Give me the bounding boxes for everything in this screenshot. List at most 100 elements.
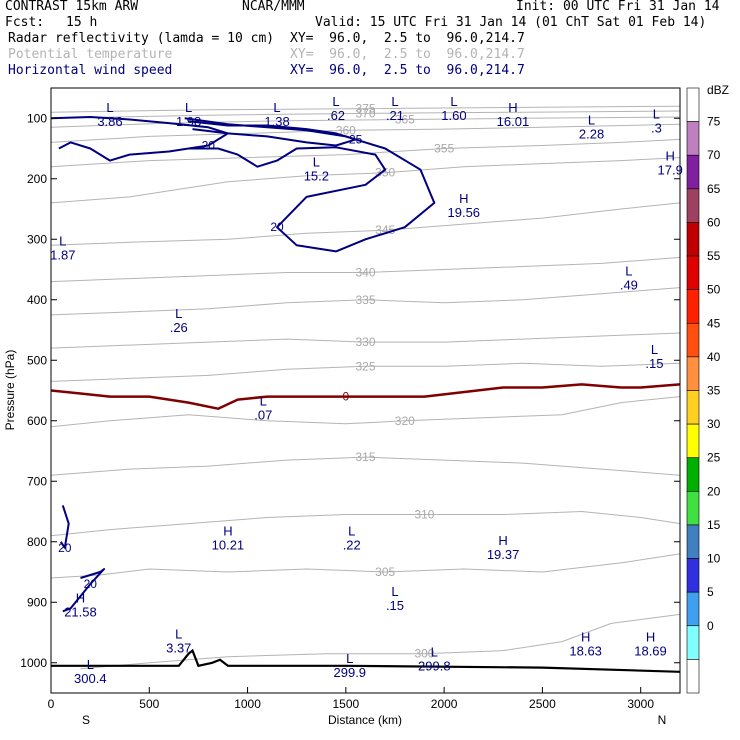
hl-value-11: 19.56 <box>448 205 481 220</box>
theta-contour-line-10 <box>51 157 680 204</box>
hl-symbol-6: H <box>508 100 517 115</box>
theta-contour-label-0: 300 <box>414 647 434 661</box>
y-tick-label-7: 800 <box>27 535 47 549</box>
colorbar-swatch-0 <box>686 87 700 122</box>
colorbar-swatch-11 <box>686 457 700 492</box>
x-tick-label-5: 2500 <box>529 697 556 711</box>
wind-contour-line-4 <box>62 568 106 613</box>
colorbar-swatch-6 <box>686 289 700 324</box>
hl-symbol-17: H <box>223 524 232 539</box>
center-title: NCAR/MMM <box>242 0 305 14</box>
hl-value-26: 299.9 <box>334 665 367 680</box>
hl-symbol-19: H <box>498 533 507 548</box>
colorbar-level-9: 30 <box>707 417 721 431</box>
theta-contour-label-6: 330 <box>355 335 375 349</box>
reflectivity-contour-label-0: 0 <box>343 390 350 404</box>
field-wind-xy: XY= 96.0, 2.5 to 96.0,214.7 <box>290 63 525 78</box>
hl-symbol-10: L <box>313 155 320 170</box>
wind-contour-line-3 <box>59 505 70 549</box>
colorbar-swatch-9 <box>686 390 700 425</box>
colorbar-swatch-5 <box>686 255 700 290</box>
theta-contour-line-14 <box>51 110 680 119</box>
theta-contour-label-10: 350 <box>375 166 395 180</box>
init-time: Init: 00 UTC Fri 31 Jan 14 <box>516 0 720 14</box>
theta-contour-label-13: 365 <box>395 112 415 126</box>
theta-contour-label-8: 340 <box>355 266 375 280</box>
x-tick-label-4: 2000 <box>431 697 458 711</box>
colorbar-swatch-4 <box>686 222 700 257</box>
theta-contour-line-0 <box>80 613 680 670</box>
colorbar-unit: dBZ <box>707 83 729 97</box>
colorbar-level-5: 50 <box>707 283 721 297</box>
hl-value-27: 299.8 <box>418 659 451 674</box>
hl-value-25: 300.4 <box>74 671 107 686</box>
theta-contour-line-1 <box>51 553 680 579</box>
hl-symbol-5: L <box>450 94 457 109</box>
hl-value-16: .07 <box>254 408 272 423</box>
hl-symbol-4: L <box>391 94 398 109</box>
hl-symbol-13: L <box>625 264 632 279</box>
fcst-value: 15 h <box>66 15 98 30</box>
y-tick-label-3: 400 <box>27 293 47 307</box>
hl-value-5: 1.60 <box>441 108 466 123</box>
colorbar-level-2: 65 <box>707 182 721 196</box>
hl-value-23: 18.63 <box>569 644 602 659</box>
terrain-path <box>51 648 680 673</box>
y-tick-label-6: 700 <box>27 474 47 488</box>
theta-contours: 300 305 310 315 320 325 330 335 340 345 350 355 360 3… <box>51 102 680 670</box>
hl-value-0: 3.86 <box>97 114 122 129</box>
reflectivity-contours: 0 <box>51 383 680 410</box>
field-theta-xy: XY= 96.0, 2.5 to 96.0,214.7 <box>290 47 525 62</box>
hl-value-15: .15 <box>645 356 663 371</box>
hl-symbol-14: L <box>175 306 182 321</box>
hl-value-3: .62 <box>327 108 345 123</box>
hl-symbol-1: L <box>185 100 192 115</box>
theta-contour-label-3: 315 <box>355 450 375 464</box>
theta-contour-line-12 <box>51 123 680 143</box>
theta-contour-line-11 <box>51 138 680 168</box>
hl-value-20: 21.58 <box>64 604 97 619</box>
y-axis-label: Pressure (hPa) <box>3 350 17 431</box>
hl-symbol-20: H <box>76 590 85 605</box>
hl-value-1: 1.98 <box>176 114 201 129</box>
colorbar-level-7: 40 <box>707 350 721 364</box>
hl-symbol-12: L <box>59 233 66 248</box>
hl-symbol-21: L <box>391 584 398 599</box>
theta-contour-line-8 <box>51 256 680 283</box>
theta-contour-line-9 <box>51 202 680 246</box>
hl-symbol-18: L <box>348 524 355 539</box>
hl-value-17: 10.21 <box>212 538 245 553</box>
hl-symbol-7: L <box>588 112 595 127</box>
theta-contour-label-9: 345 <box>375 223 395 237</box>
theta-contour-label-2: 310 <box>414 508 434 522</box>
wind-speed-contours: 20 20 25 20 20 <box>51 116 436 613</box>
theta-contour-label-12: 360 <box>336 123 356 137</box>
hl-value-19: 19.37 <box>487 547 520 562</box>
x-end-north: N <box>658 713 667 727</box>
field-reflectivity-name: Radar reflectivity (lamda = 10 cm) <box>8 31 275 46</box>
hl-value-9: 17.9 <box>658 163 683 178</box>
wind-contour-line-2 <box>188 120 357 147</box>
colorbar-swatch-13 <box>686 524 700 559</box>
reflectivity-contour-line-0 <box>51 383 680 410</box>
x-tick-label-6: 3000 <box>627 697 654 711</box>
hl-symbol-27: L <box>431 645 438 660</box>
colorbar-level-1: 70 <box>707 148 721 162</box>
colorbar-level-15: 0 <box>707 619 714 633</box>
colorbar-level-4: 55 <box>707 249 721 263</box>
y-tick-label-4: 500 <box>27 353 47 367</box>
hl-symbol-25: L <box>87 657 94 672</box>
field-theta-name: Potential temperature <box>8 47 173 62</box>
hl-symbol-8: L <box>653 106 660 121</box>
theta-contour-label-15: 375 <box>355 102 375 116</box>
hl-symbol-22: L <box>175 627 182 642</box>
x-end-south: S <box>82 713 90 727</box>
theta-contour-line-6 <box>51 332 680 349</box>
wind-contour-label-4: 20 <box>84 577 98 591</box>
colorbar-level-12: 15 <box>707 518 721 532</box>
y-tick-label-5: 600 <box>27 414 47 428</box>
colorbar-swatch-7 <box>686 322 700 358</box>
colorbar-level-8: 35 <box>707 384 721 398</box>
hl-symbol-24: H <box>646 630 655 645</box>
